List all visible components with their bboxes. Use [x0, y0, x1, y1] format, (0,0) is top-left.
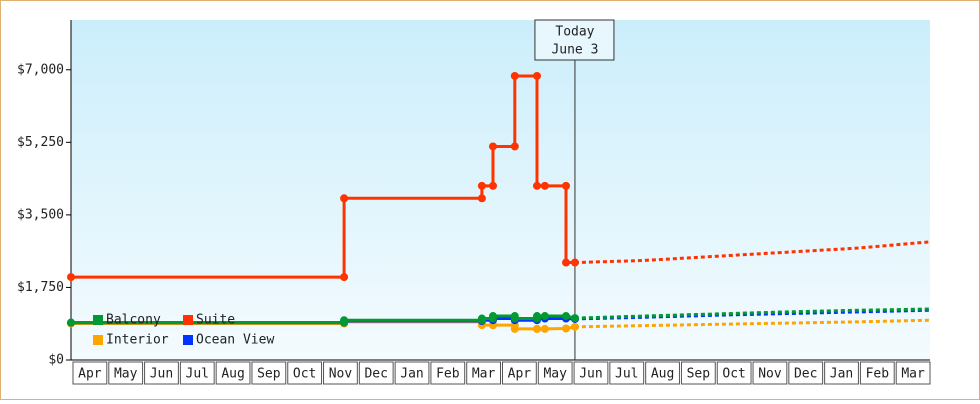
x-tick-label: Feb: [866, 367, 890, 382]
month-cell: [716, 361, 752, 385]
month-cell: [502, 361, 537, 385]
marker: [561, 312, 570, 321]
marker: [510, 314, 519, 323]
month-cell: [108, 361, 144, 385]
x-tick-label: Feb: [436, 367, 460, 382]
marker: [477, 314, 486, 323]
marker: [510, 71, 519, 80]
x-tick-label: Mar: [472, 367, 496, 382]
x-tick-label: Aug: [221, 367, 244, 382]
month-cell: [752, 361, 788, 385]
marker: [340, 194, 349, 203]
month-cell: [251, 361, 287, 385]
x-tick-label: Oct: [293, 367, 316, 382]
legend-swatch: [183, 335, 193, 345]
month-cell: [537, 361, 573, 385]
x-tick-label: Apr: [508, 367, 532, 382]
month-cell: [788, 361, 824, 385]
y-tick-label: $1,750: [17, 280, 64, 295]
month-cell: [72, 361, 108, 385]
marker: [67, 273, 75, 282]
legend-label: Interior: [106, 333, 169, 348]
month-cell: [323, 361, 358, 385]
marker: [510, 142, 519, 151]
x-tick-label: Sep: [687, 367, 711, 382]
y-tick-label: $3,500: [17, 207, 64, 222]
month-cell: [895, 361, 931, 385]
month-cell: [645, 361, 680, 385]
x-tick-label: Jul: [615, 367, 638, 382]
x-tick-label: Aug: [651, 367, 674, 382]
month-cell: [287, 361, 323, 385]
month-cell: [215, 361, 251, 385]
x-tick-label: Apr: [78, 367, 102, 382]
month-cell: [179, 361, 215, 385]
y-tick-label: $5,250: [17, 135, 64, 150]
month-cell: [358, 361, 394, 385]
x-tick-label: Jun: [150, 367, 173, 382]
marker: [540, 181, 549, 190]
legend-label: Balcony: [106, 313, 161, 328]
marker: [533, 312, 542, 321]
marker: [561, 181, 570, 190]
y-tick-label: $0: [48, 353, 64, 368]
month-cell: [859, 361, 895, 385]
x-tick-label: Jul: [186, 367, 209, 382]
x-tick-label: Oct: [722, 367, 745, 382]
x-tick-label: Dec: [794, 367, 817, 382]
x-tick-label: Mar: [901, 367, 925, 382]
forecast-line: [574, 240, 931, 265]
marker: [340, 273, 349, 282]
annotation-text: Today: [555, 25, 594, 40]
today-box: [534, 19, 615, 61]
marker: [488, 312, 497, 321]
marker: [540, 324, 549, 333]
marker: [561, 324, 570, 333]
forecast-line: [574, 307, 931, 320]
x-tick-label: May: [543, 367, 567, 382]
x-tick-label: Jun: [579, 367, 602, 382]
x-tick-label: Jan: [400, 367, 423, 382]
x-tick-label: Dec: [364, 367, 387, 382]
y-tick-label: $7,000: [17, 62, 64, 77]
month-cell: [609, 361, 645, 385]
x-tick-label: Jan: [830, 367, 853, 382]
marker: [533, 181, 542, 190]
month-cell: [144, 361, 179, 385]
legend-label: Ocean View: [196, 333, 274, 348]
month-cell: [680, 361, 716, 385]
marker: [340, 316, 349, 325]
month-cell: [573, 361, 609, 385]
plot-area: [71, 20, 930, 360]
marker: [561, 258, 570, 267]
marker: [540, 312, 549, 321]
x-tick-label: May: [114, 367, 138, 382]
marker: [510, 324, 519, 333]
marker: [67, 318, 75, 327]
marker: [477, 194, 486, 203]
legend-swatch: [93, 335, 103, 345]
marker: [533, 324, 542, 333]
annotation-text: June 3: [551, 43, 598, 58]
x-tick-label: Nov: [329, 367, 353, 382]
marker: [533, 71, 542, 80]
legend-label: Suite: [196, 313, 235, 328]
marker: [488, 142, 497, 151]
x-tick-label: Nov: [758, 367, 782, 382]
marker: [488, 181, 497, 190]
marker: [477, 181, 486, 190]
forecast-line: [574, 318, 931, 329]
x-tick-label: Sep: [257, 367, 281, 382]
legend-swatch: [183, 315, 193, 325]
month-cell: [430, 361, 466, 385]
month-cell: [824, 361, 859, 385]
legend-swatch: [93, 315, 103, 325]
month-cell: [394, 361, 430, 385]
month-cell: [466, 361, 502, 385]
